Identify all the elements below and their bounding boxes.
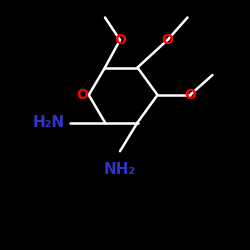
Text: H₂N: H₂N — [33, 115, 65, 130]
Text: O: O — [76, 88, 88, 102]
Text: NH₂: NH₂ — [104, 162, 136, 178]
Text: O: O — [162, 33, 173, 47]
Text: O: O — [184, 88, 196, 102]
Text: O: O — [114, 33, 126, 47]
